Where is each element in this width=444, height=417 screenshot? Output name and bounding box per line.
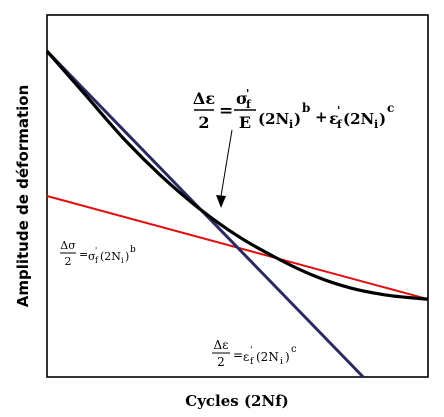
eq-plastic-sub: f bbox=[250, 357, 254, 367]
eq-total-t2-eps: ε bbox=[329, 109, 339, 128]
eq-total-t1-exp: b bbox=[302, 101, 310, 115]
eq-plastic-rest-sub: i bbox=[280, 357, 283, 367]
eq-total-lhs-num: Δε bbox=[193, 89, 215, 108]
eq-total-plus: + bbox=[315, 108, 328, 126]
eq-plastic-close: ) bbox=[285, 350, 290, 364]
eq-total-t2-exp: c bbox=[387, 101, 394, 115]
plot-frame bbox=[46, 14, 429, 378]
annotation-arrow bbox=[220, 129, 233, 197]
eq-elastic-lhs-num: Δσ bbox=[60, 239, 76, 252]
eq-plastic-lhs-num: Δε bbox=[214, 338, 229, 352]
eq-plastic-equals: = bbox=[233, 348, 243, 362]
eq-total-t1-sub: f bbox=[246, 98, 252, 111]
eq-elastic-equals: = bbox=[79, 248, 88, 261]
equation-elastic: Δσ 2 = σ ' f (2N i ) b bbox=[60, 239, 136, 268]
series-layer bbox=[45, 50, 429, 379]
eq-elastic-lhs-den: 2 bbox=[65, 255, 72, 268]
eq-plastic-lhs-den: 2 bbox=[217, 355, 225, 369]
eq-total-t1-rest: (2N bbox=[258, 110, 290, 128]
eq-elastic-rest: (2N bbox=[100, 250, 121, 263]
eq-total-equals: = bbox=[219, 101, 233, 121]
equation-total: Δε 2 = σ ' f E (2N i ) b + ε ' f (2N i )… bbox=[193, 87, 394, 132]
eq-elastic-prime: ' bbox=[95, 246, 97, 255]
eq-elastic-sym: σ bbox=[88, 250, 96, 263]
eq-total-t2-rest-sub: i bbox=[374, 118, 378, 131]
eq-elastic-exp: b bbox=[130, 245, 136, 255]
eq-total-t2-prime: ' bbox=[337, 104, 340, 117]
eq-total-t1-rest-sub: i bbox=[289, 118, 293, 131]
annotation-arrowhead bbox=[216, 195, 226, 208]
eq-total-lhs-den: 2 bbox=[198, 113, 209, 132]
eq-plastic-exp: c bbox=[291, 344, 297, 355]
total-curve bbox=[45, 50, 429, 301]
eq-plastic-sym: ε bbox=[243, 350, 249, 364]
eq-total-t1-sigma: σ bbox=[236, 89, 248, 108]
eq-total-t2-close: ) bbox=[379, 110, 386, 128]
eq-total-t2-rest: (2N bbox=[343, 110, 375, 128]
eq-total-t2-sub: f bbox=[337, 118, 343, 131]
equation-plastic: Δε 2 = ε ' f (2N i ) c bbox=[212, 338, 297, 369]
eq-plastic-prime: ' bbox=[250, 346, 252, 356]
x-axis-label: Cycles (2Nf) bbox=[185, 392, 289, 410]
eq-elastic-close: ) bbox=[125, 250, 129, 263]
eq-plastic-rest: (2N bbox=[256, 350, 279, 364]
eq-total-t1-close: ) bbox=[294, 110, 301, 128]
y-axis-label: Amplitude de déformation bbox=[14, 85, 32, 308]
eq-elastic-rest-sub: i bbox=[121, 256, 124, 265]
eq-elastic-sub: f bbox=[95, 256, 99, 265]
eq-total-t1-prime: ' bbox=[246, 87, 249, 100]
eq-total-t1-den: E bbox=[239, 113, 251, 132]
